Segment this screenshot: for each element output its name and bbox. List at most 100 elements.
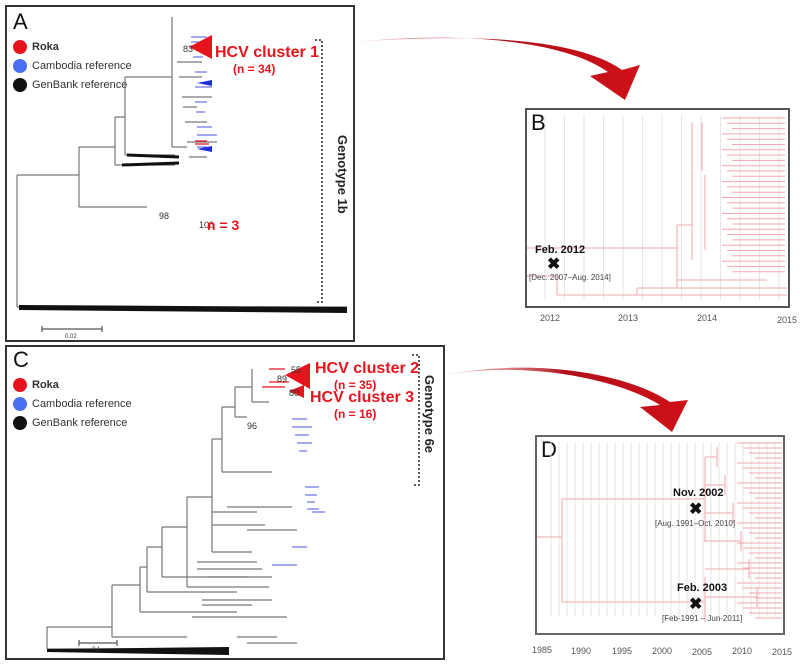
legend-item-genbank: GenBank reference [13, 413, 132, 432]
cluster-1-count: (n = 34) [233, 62, 276, 76]
arrow-a-to-b [355, 37, 640, 100]
bootstrap-label: 80 [289, 388, 300, 398]
tree-branch [124, 76, 175, 156]
genotype-6e-label: Genotype 6e [422, 375, 437, 454]
panel-d-label: D [541, 437, 557, 462]
tree-branch [192, 506, 297, 644]
bootstrap-label: 96 [247, 421, 258, 431]
tree-branch [234, 386, 252, 418]
legend-c: Roka Cambodia reference GenBank referenc… [13, 375, 132, 432]
bootstrap-label: 98 [159, 211, 170, 221]
bootstrap-label: 89 [277, 374, 288, 384]
cluster-3-triangle [289, 385, 304, 398]
panel-b: B Feb. 2012 ✖ [Dec. 2007–Aug. 2014] [525, 108, 790, 308]
tree-branch-cambodia [191, 36, 217, 148]
axis-tick: 1985 [532, 645, 553, 655]
legend-dot-roka [13, 377, 27, 392]
mrca-range-cluster-2: [Aug. 1991–Oct. 2010] [655, 519, 736, 528]
legend-label: GenBank reference [32, 416, 128, 429]
scale-bar-label: 0.02 [65, 334, 77, 340]
bootstrap-label: 55 [291, 365, 302, 375]
axis-tick: 2012 [540, 313, 561, 323]
legend-item-cambodia: Cambodia reference [13, 394, 132, 413]
panel-d: D Nov. 2002 ✖ [Aug. 1991–Oct. 2010] Feb.… [535, 435, 785, 635]
legend-a: Roka Cambodia reference GenBank referenc… [13, 37, 132, 94]
panel-c: C Roka Cambodia reference GenBank refere… [5, 345, 445, 660]
axis-tick: 2005 [692, 647, 713, 657]
mrca-date: Feb. 2012 [535, 244, 586, 256]
legend-dot-cambodia [13, 396, 27, 411]
legend-dot-cambodia [13, 58, 27, 73]
bootstrap-label: 100 [199, 220, 215, 230]
cluster-3-label: HCV cluster 3 [310, 389, 415, 406]
mrca-range-cluster-3: [Feb-1991 – Jun-2011] [662, 614, 743, 623]
tree-c [46, 354, 420, 655]
cluster-3-count: (n = 16) [334, 407, 377, 421]
legend-dot-genbank [13, 77, 27, 92]
axis-tick: 2010 [732, 646, 753, 656]
cluster-1-triangle [189, 35, 212, 59]
timetree-d [537, 442, 782, 622]
tree-branch [211, 438, 252, 553]
legend-label: Roka [32, 378, 59, 391]
mrca-range: [Dec. 2007–Aug. 2014] [529, 273, 611, 282]
panel-a: A Roka Cambodia reference GenBank refere… [5, 5, 355, 342]
panel-b-label: B [531, 110, 546, 135]
tree-branch [177, 61, 217, 158]
axis-tick: 2000 [652, 646, 673, 656]
arrow-c-to-d [445, 367, 688, 432]
tree-branch-roka [262, 368, 289, 388]
timetree-b [527, 115, 787, 300]
panel-a-label: A [13, 9, 28, 34]
tree-branch-collapsed [121, 153, 180, 167]
legend-item-cambodia: Cambodia reference [13, 56, 132, 75]
tree-branch-collapsed [19, 305, 347, 313]
tree-branch-roka [195, 140, 209, 145]
mrca-marker-icon: ✖ [547, 256, 561, 273]
axis-tick: 2013 [618, 313, 639, 323]
tree-branch [16, 174, 347, 308]
legend-label: Cambodia reference [32, 397, 132, 410]
legend-item-roka: Roka [13, 375, 132, 394]
axis-tick: 2014 [697, 313, 718, 323]
genotype-bracket [412, 354, 420, 486]
cluster-2-count: (n = 35) [334, 378, 377, 392]
tree-branch-collapsed [47, 647, 229, 655]
legend-dot-genbank [13, 415, 27, 430]
scale-bar [78, 640, 118, 646]
axis-tick: 1990 [571, 646, 592, 656]
mrca-marker-icon: ✖ [689, 596, 703, 613]
axis-tick: 1995 [612, 646, 633, 656]
bootstrap-label: 83 [183, 44, 194, 54]
legend-label: Cambodia reference [32, 59, 132, 72]
tree-branch [78, 146, 147, 208]
scale-bar [41, 326, 103, 332]
tree-branch [186, 496, 269, 588]
scale-bar-label: 0.1 [92, 647, 101, 653]
tree-branch [139, 566, 237, 613]
cluster-2-triangle [285, 363, 310, 389]
tree-branch [251, 369, 269, 403]
tree-branch [111, 584, 187, 638]
legend-dot-roka [13, 39, 27, 54]
legend-item-genbank: GenBank reference [13, 75, 132, 94]
small-cluster-count: n = 3 [207, 217, 240, 233]
genotype-1b-label: Genotype 1b [335, 135, 350, 214]
legend-item-roka: Roka [13, 37, 132, 56]
tree-branch [171, 17, 187, 148]
mrca-date-cluster-3: Feb. 2003 [677, 582, 728, 594]
tree-a [16, 17, 347, 332]
genotype-bracket [315, 39, 323, 303]
tree-collapsed-cambodia [197, 80, 212, 86]
cluster-1-label: HCV cluster 1 [215, 44, 320, 61]
tree-branch [221, 406, 272, 473]
legend-label: Roka [32, 40, 59, 53]
mrca-date-cluster-2: Nov. 2002 [673, 487, 724, 499]
cluster-2-label: HCV cluster 2 [315, 360, 420, 377]
tree-branch [146, 546, 237, 593]
axis-tick: 2015 [772, 647, 793, 657]
tree-branch-cambodia [272, 418, 325, 566]
axis-tick: 2015 [777, 315, 798, 325]
legend-label: GenBank reference [32, 78, 128, 91]
